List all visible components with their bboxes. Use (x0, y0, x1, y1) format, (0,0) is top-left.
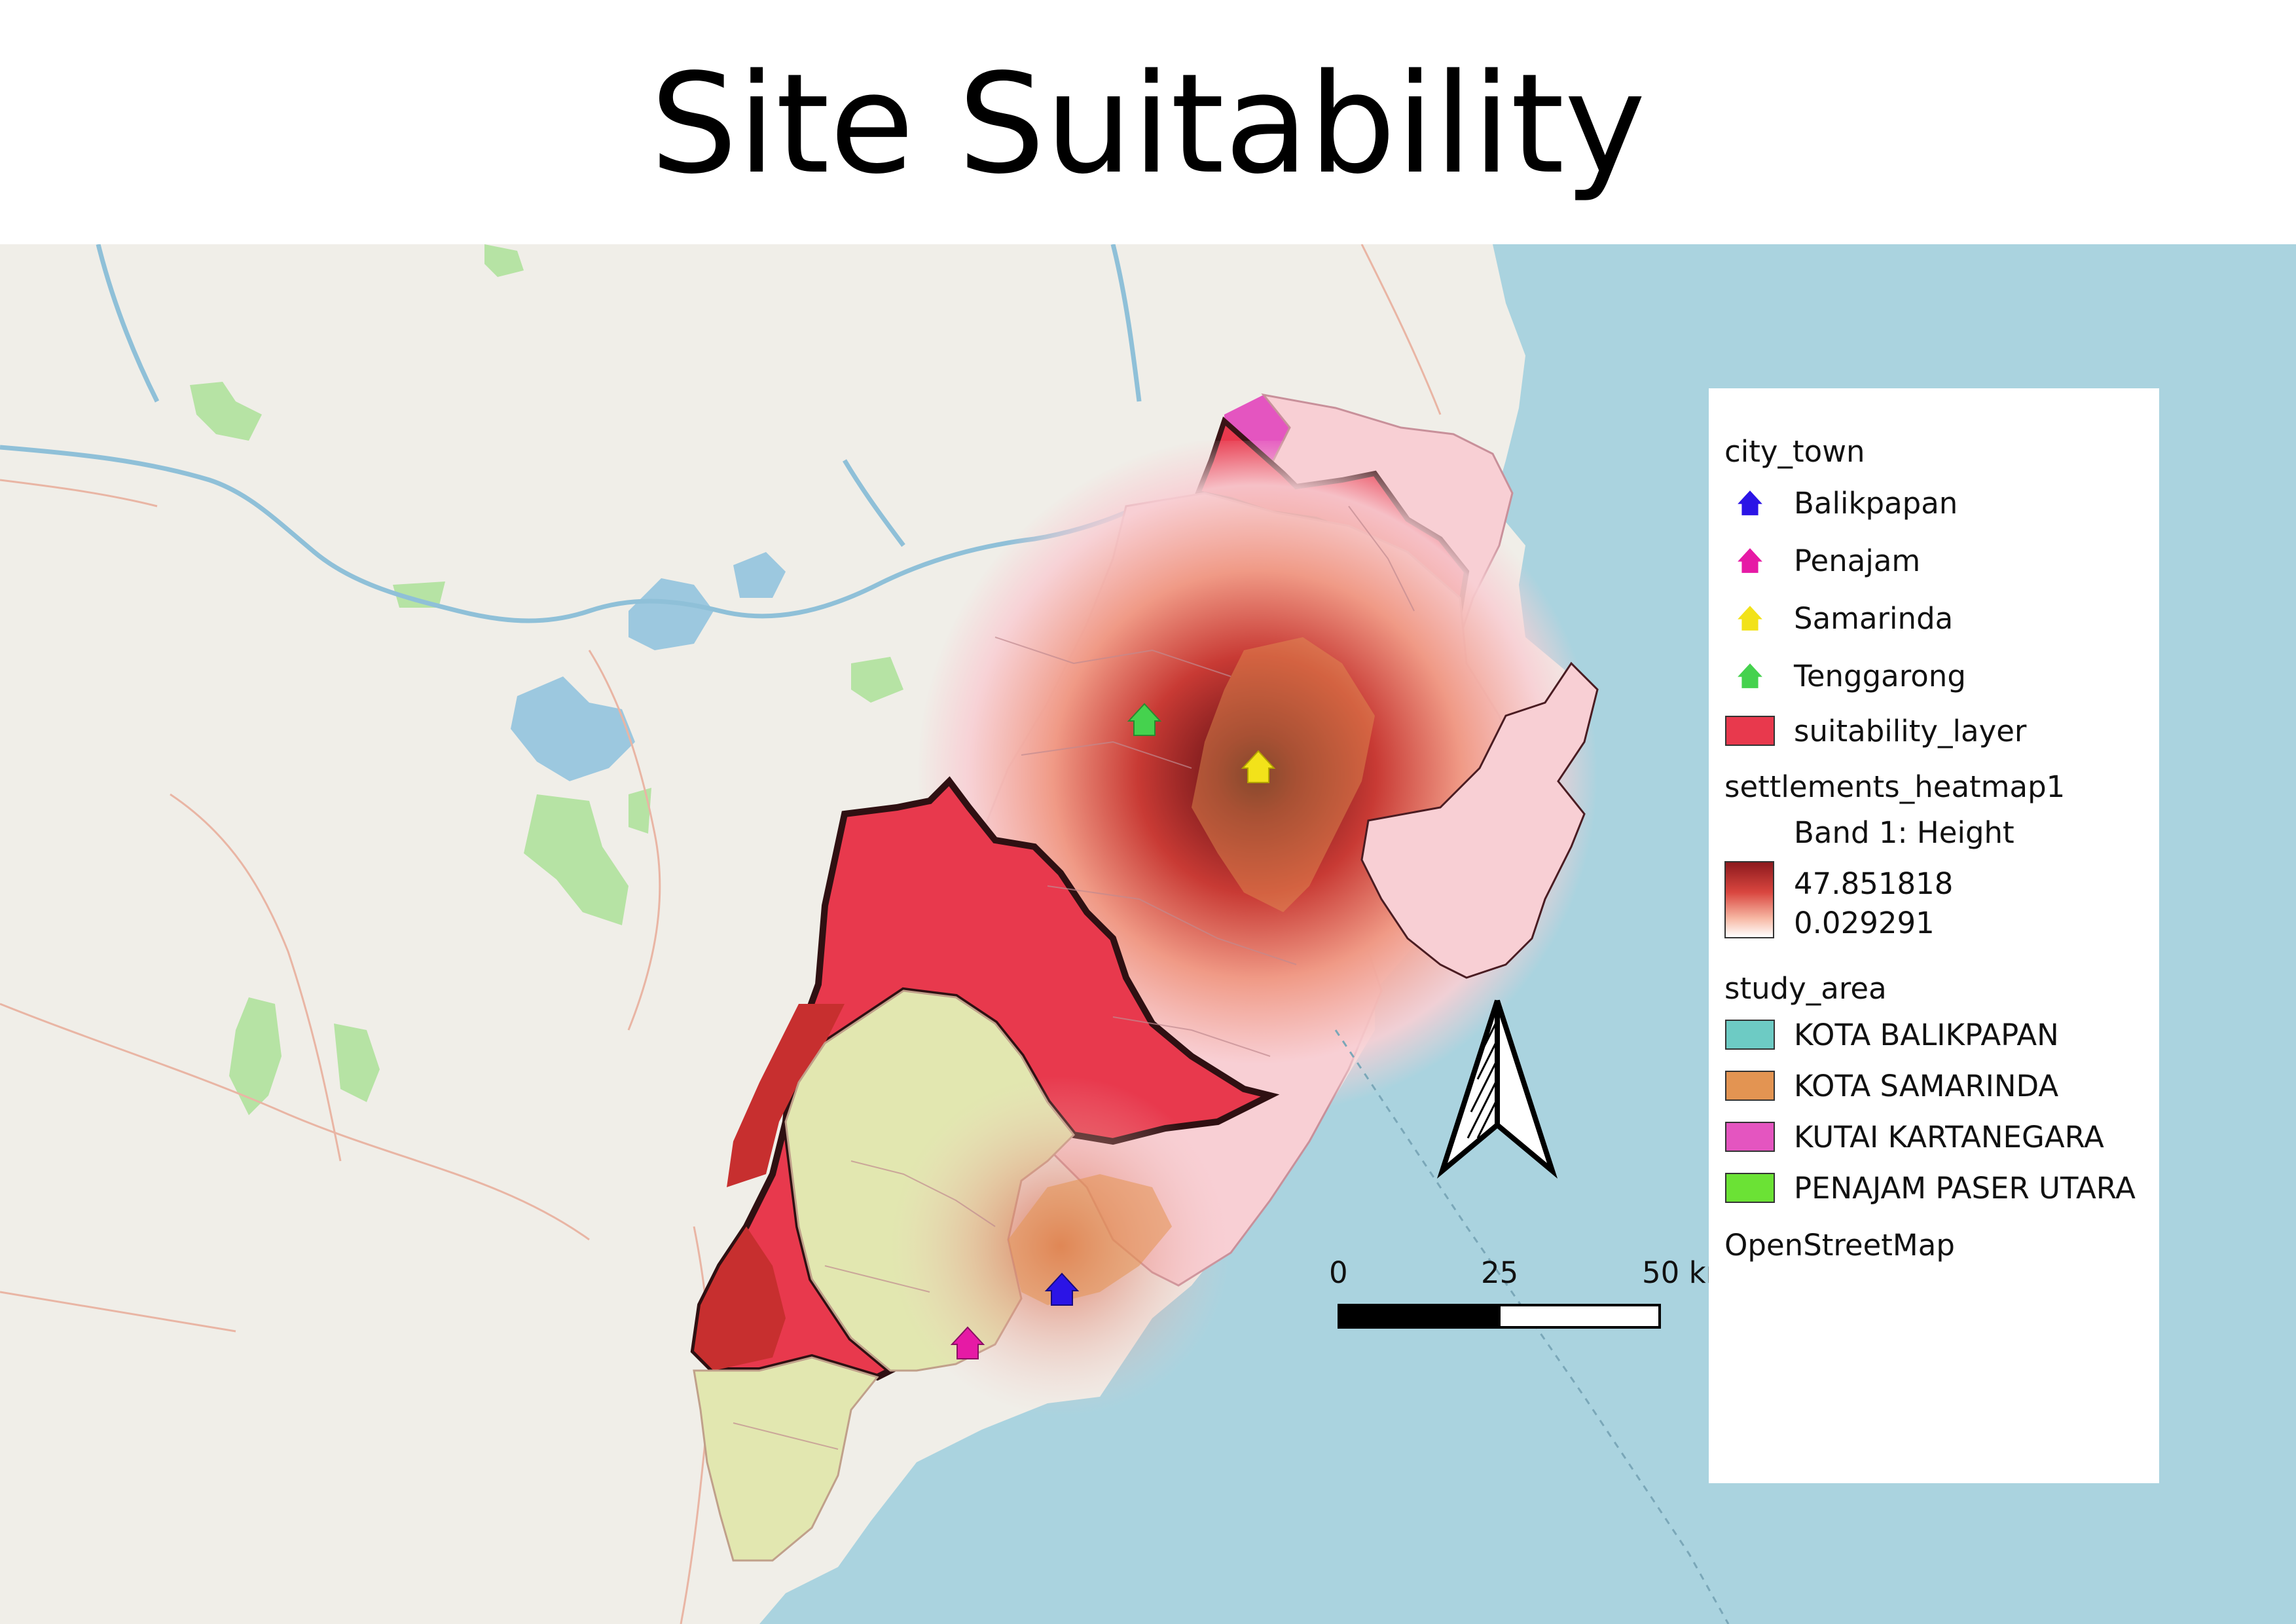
page-title: Site Suitability (650, 44, 1646, 204)
legend-item-suitability-layer: suitability_layer (1724, 708, 2026, 754)
legend-heatmap-band: Band 1: Height (1794, 815, 2014, 850)
legend-item-kota-balikpapan: KOTA BALIKPAPAN (1724, 1012, 2059, 1058)
legend-item-penajam: Penajam (1724, 538, 1920, 583)
legend-label-penajam: Penajam (1794, 543, 1921, 578)
legend-item-samarinda: Samarinda (1724, 595, 1953, 641)
legend-heatmap-min: 0.029291 (1794, 906, 1935, 940)
legend-label-kota-balikpapan: KOTA BALIKPAPAN (1794, 1017, 2059, 1052)
legend-item-balikpapan: Balikpapan (1724, 480, 1958, 526)
north-arrow-icon (1436, 999, 1558, 1179)
city-marker-samarinda[interactable] (1241, 750, 1276, 783)
legend-heading-heatmap: settlements_heatmap1 (1724, 769, 2066, 804)
house-icon (1241, 750, 1276, 783)
kota-samarinda-swatch (1725, 1071, 1775, 1101)
suitability-southwest-dark (694, 1227, 786, 1371)
house-icon (1044, 1272, 1080, 1306)
legend-basemap: OpenStreetMap (1724, 1228, 1955, 1263)
legend-label-kota-samarinda: KOTA SAMARINDA (1794, 1068, 2059, 1103)
house-icon (1127, 703, 1162, 736)
scale-bar (1338, 1304, 1661, 1329)
city-marker-tenggarong[interactable] (1127, 703, 1162, 736)
legend-item-penajam-paser-utara: PENAJAM PASER UTARA (1724, 1165, 2136, 1211)
shipping-lane (1334, 1029, 1730, 1624)
scale-label-0: 0 (1329, 1255, 1348, 1290)
legend-label-kutai-kartanegara: KUTAI KARTANEGARA (1794, 1119, 2104, 1154)
house-icon (1738, 606, 1762, 631)
kota-balikpapan-swatch (1725, 1020, 1775, 1050)
penajam-paser-utara-swatch (1725, 1173, 1775, 1203)
suitability-swatch (1725, 716, 1775, 746)
study-area-southwest (693, 1356, 879, 1562)
legend-label-balikpapan: Balikpapan (1794, 485, 1958, 521)
heatmap-color-ramp (1724, 861, 1774, 938)
legend-heatmap-max: 47.851818 (1794, 866, 1954, 901)
legend-label-tenggarong: Tenggarong (1794, 658, 1966, 693)
house-icon (1738, 548, 1762, 573)
city-marker-penajam[interactable] (950, 1326, 985, 1359)
legend-label-samarinda: Samarinda (1794, 600, 1954, 636)
legend-panel: city_town Balikpapan Penajam Samarinda T… (1709, 388, 2159, 1483)
mahakam-delta (1360, 661, 1599, 979)
city-marker-balikpapan[interactable] (1044, 1272, 1080, 1306)
legend-label-suitability: suitability_layer (1794, 713, 2027, 748)
legend-label-penajam-paser-utara: PENAJAM PASER UTARA (1794, 1170, 2136, 1206)
house-icon (950, 1326, 985, 1359)
legend-item-kutai-kartanegara: KUTAI KARTANEGARA (1724, 1114, 2104, 1160)
lakes (511, 552, 786, 781)
legend-heading-city-town: city_town (1724, 434, 1865, 469)
kutai-kartanegara-swatch (1725, 1122, 1775, 1152)
suitability-west-dark (727, 1004, 845, 1187)
legend-item-tenggarong: Tenggarong (1724, 653, 1966, 699)
admin-boundaries (733, 506, 1415, 1450)
house-icon (1738, 490, 1762, 515)
house-icon (1738, 663, 1762, 688)
kota-samarinda-area (1192, 637, 1375, 912)
scale-label-25: 25 (1481, 1255, 1519, 1290)
legend-item-kota-samarinda: KOTA SAMARINDA (1724, 1063, 2058, 1109)
kota-balikpapan-area (1008, 1174, 1172, 1305)
forest-patches (190, 244, 903, 1115)
roads (0, 244, 1442, 1624)
legend-heading-study-area: study_area (1724, 971, 1887, 1006)
